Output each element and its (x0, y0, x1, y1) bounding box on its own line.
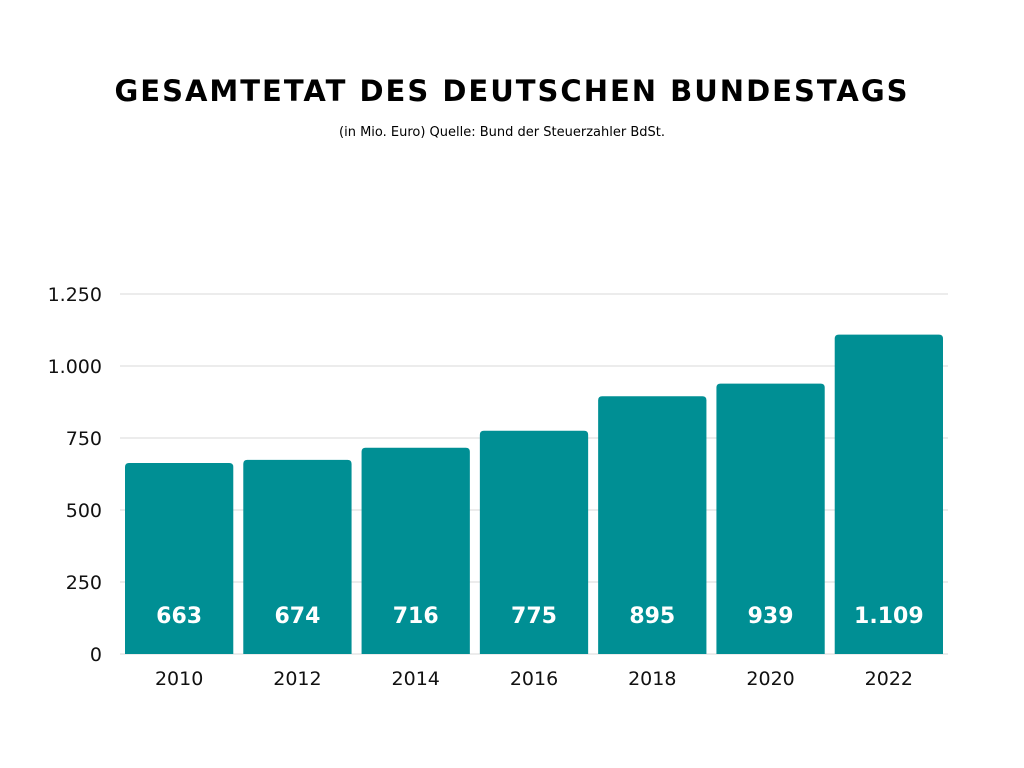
bar-value-label: 716 (393, 604, 439, 629)
chart-title: GESAMTETAT DES DEUTSCHEN BUNDESTAGS (114, 74, 910, 108)
x-tick-label: 2018 (628, 668, 676, 690)
bar (716, 383, 825, 654)
bar (598, 396, 707, 654)
x-tick-label: 2014 (392, 668, 440, 690)
y-tick-label: 250 (66, 572, 102, 594)
bar (361, 447, 470, 654)
bar-value-label: 895 (629, 604, 675, 629)
y-axis-ticks: 0 250 500 750 1.000 1.250 (48, 284, 102, 666)
bar (834, 334, 943, 654)
y-tick-label: 0 (90, 644, 102, 666)
y-tick-label: 750 (66, 428, 102, 450)
y-tick-label: 500 (66, 500, 102, 522)
bar-value-label: 663 (156, 604, 202, 629)
x-tick-label: 2022 (865, 668, 913, 690)
bar (125, 463, 234, 654)
bar-value-label: 1.109 (854, 604, 924, 629)
y-tick-label: 1.000 (48, 356, 102, 378)
bar-value-label: 674 (274, 604, 320, 629)
chart-subtitle: (in Mio. Euro) Quelle: Bund der Steuerza… (339, 125, 665, 140)
bar-value-label: 775 (511, 604, 557, 629)
bars: 663 674 716 775 895 939 1.109 (125, 334, 943, 654)
x-tick-label: 2012 (273, 668, 321, 690)
x-tick-label: 2020 (746, 668, 794, 690)
x-axis-ticks: 2010 2012 2014 2016 2018 2020 2022 (155, 668, 913, 690)
bar (479, 430, 589, 654)
bar-value-label: 939 (748, 604, 794, 629)
x-tick-label: 2016 (510, 668, 558, 690)
y-tick-label: 1.250 (48, 284, 102, 306)
bar (243, 459, 352, 654)
x-tick-label: 2010 (155, 668, 203, 690)
